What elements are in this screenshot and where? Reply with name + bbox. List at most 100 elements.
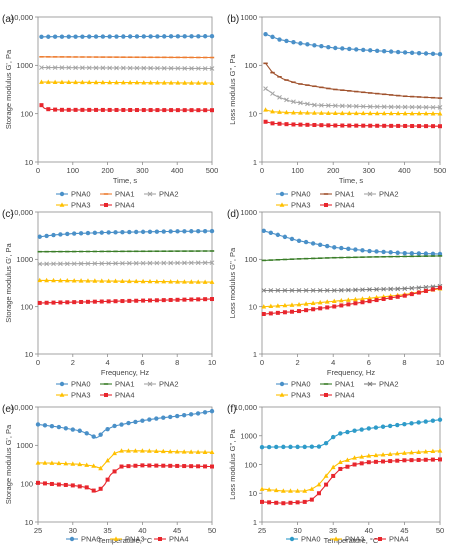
x-tick-label: 40 bbox=[138, 526, 146, 535]
x-axis-label: Frequency, Hz bbox=[101, 368, 149, 377]
data-point bbox=[114, 79, 119, 85]
data-point bbox=[346, 256, 351, 259]
data-point bbox=[353, 301, 358, 306]
data-point bbox=[147, 298, 152, 303]
data-point bbox=[332, 304, 337, 309]
data-point bbox=[63, 461, 69, 466]
x-tick-label: 500 bbox=[206, 166, 219, 175]
data-point bbox=[210, 297, 214, 302]
data-point bbox=[66, 107, 71, 112]
legend-label: PNA4 bbox=[115, 201, 135, 210]
data-point bbox=[319, 44, 324, 49]
data-point bbox=[126, 278, 132, 284]
data-point bbox=[146, 448, 152, 453]
data-point bbox=[367, 299, 372, 304]
data-point bbox=[317, 242, 323, 247]
data-point bbox=[284, 38, 289, 44]
data-point bbox=[402, 250, 407, 256]
x-tick-label: 30 bbox=[69, 526, 77, 535]
data-point bbox=[381, 255, 386, 258]
legend-item: PNA1 bbox=[100, 380, 135, 389]
data-point bbox=[140, 260, 146, 266]
data-point bbox=[297, 309, 302, 314]
data-point bbox=[360, 296, 365, 301]
data-point bbox=[325, 110, 331, 115]
data-point bbox=[423, 51, 429, 56]
legend: PNA0 PNA1 PNA2 PNA3 PNA4 bbox=[56, 380, 179, 400]
data-point bbox=[106, 250, 111, 253]
data-point bbox=[59, 56, 65, 58]
data-point bbox=[409, 458, 414, 463]
data-point bbox=[154, 416, 159, 421]
data-point bbox=[78, 278, 84, 283]
data-point bbox=[134, 34, 140, 39]
data-point bbox=[189, 229, 194, 234]
data-point bbox=[52, 79, 58, 84]
data-point bbox=[126, 448, 131, 453]
x-tick-label: 45 bbox=[173, 526, 181, 535]
data-point bbox=[141, 34, 146, 39]
data-point bbox=[319, 102, 324, 108]
data-point bbox=[340, 46, 345, 51]
data-point bbox=[175, 279, 180, 284]
y-tick-label: 1 bbox=[253, 350, 257, 359]
legend-marker bbox=[104, 393, 108, 397]
series-line bbox=[261, 450, 441, 492]
legend-item: PNA3 bbox=[110, 535, 145, 544]
data-point bbox=[402, 422, 407, 427]
data-point bbox=[196, 66, 201, 71]
data-point bbox=[202, 449, 208, 454]
data-point bbox=[374, 256, 379, 258]
y-tick-label: 1000 bbox=[16, 441, 33, 450]
x-axis-label: Time, s bbox=[113, 176, 138, 185]
data-point bbox=[133, 463, 138, 468]
data-point bbox=[161, 65, 167, 71]
series-pna2 bbox=[37, 260, 215, 267]
data-point bbox=[133, 448, 138, 453]
legend-item: PNA0 bbox=[276, 380, 311, 389]
data-point bbox=[295, 444, 300, 450]
data-point bbox=[134, 250, 139, 253]
data-point bbox=[273, 487, 279, 493]
legend-marker bbox=[323, 193, 329, 195]
data-point bbox=[51, 250, 56, 253]
data-point bbox=[71, 261, 77, 267]
data-point bbox=[154, 298, 159, 303]
data-point bbox=[189, 297, 194, 302]
data-point bbox=[312, 122, 317, 127]
legend-item: PNA0 bbox=[66, 535, 101, 544]
legend-marker bbox=[378, 537, 382, 541]
data-point bbox=[77, 461, 83, 467]
data-point bbox=[266, 444, 272, 450]
data-point bbox=[274, 444, 279, 450]
data-point bbox=[367, 287, 372, 292]
data-point bbox=[175, 56, 181, 59]
data-point bbox=[94, 107, 99, 112]
data-point bbox=[423, 111, 429, 116]
legend-marker bbox=[147, 191, 153, 197]
data-point bbox=[402, 104, 408, 110]
x-tick-label: 35 bbox=[103, 526, 111, 535]
data-point bbox=[298, 83, 303, 85]
data-point bbox=[99, 230, 104, 235]
data-point bbox=[423, 96, 429, 99]
data-point bbox=[317, 288, 323, 293]
data-point bbox=[332, 245, 337, 250]
data-point bbox=[298, 110, 303, 115]
data-point bbox=[298, 100, 303, 106]
data-point bbox=[175, 80, 181, 85]
data-point bbox=[323, 473, 329, 478]
data-point bbox=[402, 293, 407, 298]
data-point bbox=[80, 79, 85, 85]
x-tick-label: 300 bbox=[136, 166, 149, 175]
data-point bbox=[268, 303, 274, 309]
data-point bbox=[175, 250, 180, 252]
data-point bbox=[161, 298, 166, 303]
data-point bbox=[409, 450, 414, 455]
data-point bbox=[189, 464, 194, 469]
data-point bbox=[167, 448, 173, 454]
data-point bbox=[416, 457, 421, 462]
data-point bbox=[189, 66, 194, 71]
data-point bbox=[309, 497, 314, 502]
data-point bbox=[196, 464, 201, 469]
